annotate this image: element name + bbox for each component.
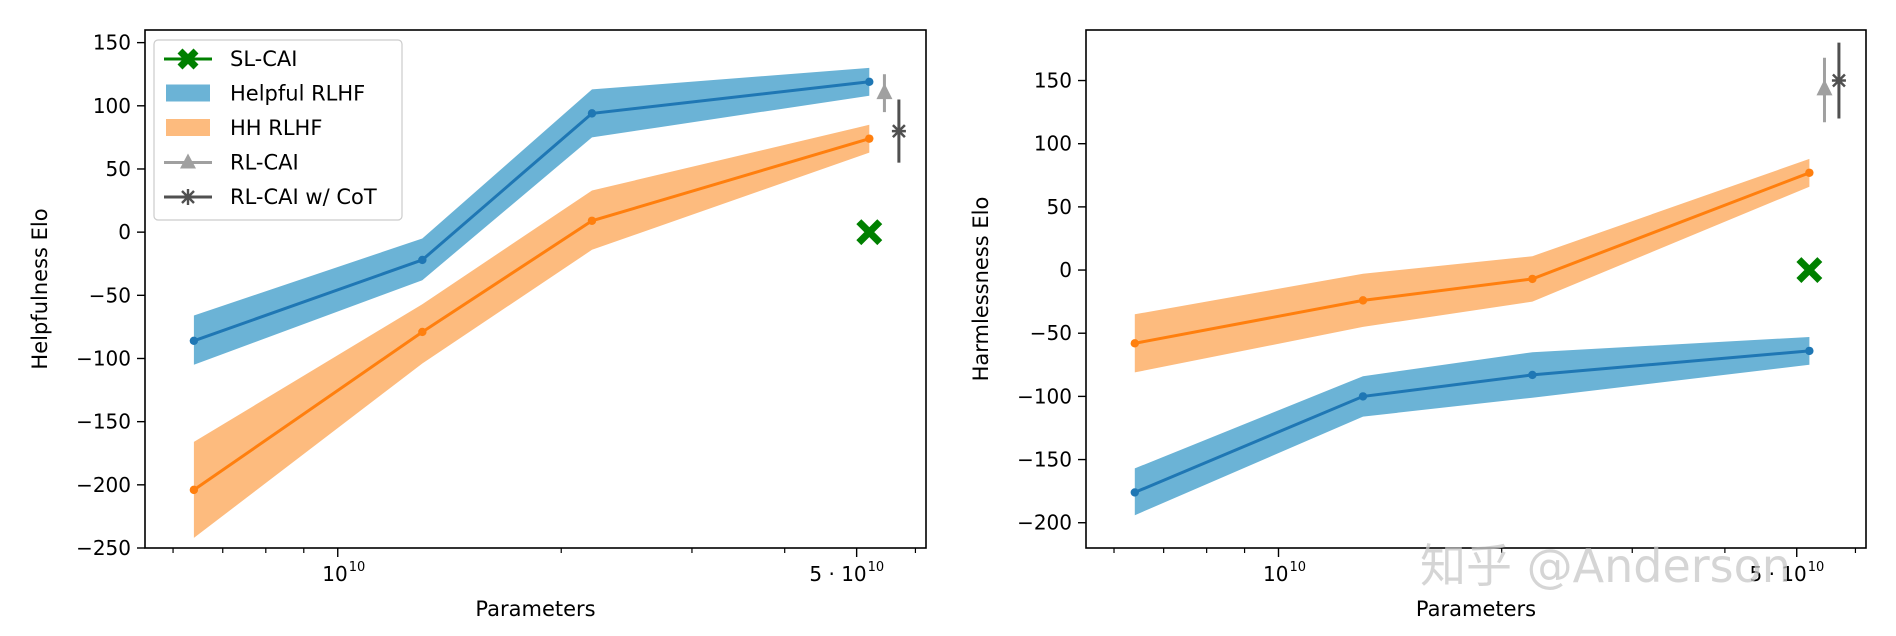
y-tick-label: −200 bbox=[76, 473, 131, 497]
x-tick-exponent: 10 bbox=[349, 560, 366, 575]
band-helpful-rlhf bbox=[1134, 337, 1810, 516]
series-line-hh-rlhf bbox=[193, 137, 870, 492]
y-tick-label: −150 bbox=[1017, 448, 1072, 472]
x-axis-label: Parameters bbox=[475, 597, 595, 621]
y-tick-label: −150 bbox=[76, 410, 131, 434]
legend-label: RL-CAI w/ CoT bbox=[230, 185, 377, 209]
sl-cai-marker bbox=[856, 219, 883, 246]
y-tick-label: −100 bbox=[1017, 384, 1072, 408]
x-tick-label: 10 bbox=[322, 562, 347, 586]
legend-item: SL-CAI bbox=[164, 47, 297, 71]
y-tick-label: −50 bbox=[89, 283, 131, 307]
series-line-helpful-rlhf bbox=[193, 80, 870, 343]
y-tick-label: 150 bbox=[1034, 69, 1072, 93]
legend: SL-CAI Helpful RLHF HH RLHF RL-CAI RL-CAI w/… bbox=[153, 39, 403, 221]
y-tick-label: 0 bbox=[118, 220, 131, 244]
legend-marker-icon bbox=[181, 189, 195, 205]
x-tick-exponent: 10 bbox=[868, 560, 885, 575]
y-tick-label: −200 bbox=[1017, 511, 1072, 535]
y-tick-label: 0 bbox=[1059, 258, 1072, 282]
data-point-hh-rlhf bbox=[1130, 339, 1139, 348]
legend-label: Helpful RLHF bbox=[230, 82, 365, 106]
series-line-hh-rlhf bbox=[1134, 171, 1810, 345]
y-tick-label: 50 bbox=[1047, 195, 1072, 219]
rl-cai-marker bbox=[1816, 79, 1833, 96]
y-tick-label: −100 bbox=[76, 346, 131, 370]
data-point-hh-rlhf bbox=[418, 327, 427, 337]
data-point-helpful-rlhf bbox=[1358, 392, 1368, 401]
x-axis-label: Parameters bbox=[1416, 597, 1536, 621]
data-point-hh-rlhf bbox=[1358, 296, 1368, 305]
legend-marker-icon bbox=[177, 48, 199, 70]
legend-label: RL-CAI bbox=[230, 151, 299, 175]
data-point-helpful-rlhf bbox=[189, 336, 199, 345]
data-point-helpful-rlhf bbox=[1528, 370, 1537, 380]
axes-frame bbox=[144, 29, 927, 549]
y-tick-label: −250 bbox=[76, 536, 131, 560]
band-hh-rlhf bbox=[193, 124, 870, 538]
rl-cai-cot-marker bbox=[891, 124, 906, 138]
legend-item: RL-CAI bbox=[164, 151, 299, 175]
band-helpful-rlhf bbox=[193, 67, 870, 365]
x-tick-label: 5 · 10 bbox=[1749, 562, 1806, 586]
y-tick-label: 100 bbox=[1034, 132, 1072, 156]
x-tick-label: 5 · 10 bbox=[809, 562, 866, 586]
legend-marker-icon bbox=[180, 153, 196, 169]
rl-cai-marker bbox=[876, 83, 893, 100]
data-point-hh-rlhf bbox=[587, 216, 597, 225]
band-hh-rlhf bbox=[1134, 158, 1810, 373]
data-point-helpful-rlhf bbox=[418, 255, 427, 265]
y-axis-label: Helpfulness Elo bbox=[28, 208, 52, 369]
x-tick-exponent: 10 bbox=[1808, 560, 1825, 575]
legend-item: RL-CAI w/ CoT bbox=[164, 185, 377, 209]
y-tick-label: −50 bbox=[1030, 321, 1072, 345]
data-point-hh-rlhf bbox=[189, 485, 199, 495]
legend-item: Helpful RLHF bbox=[166, 82, 365, 106]
legend-item: HH RLHF bbox=[166, 116, 322, 140]
y-tick-label: 150 bbox=[93, 31, 131, 55]
axes-frame bbox=[1085, 29, 1867, 549]
watermark-text: 知乎 @Anderson bbox=[1420, 539, 1791, 593]
data-point-hh-rlhf bbox=[1528, 274, 1537, 284]
data-point-helpful-rlhf bbox=[1130, 488, 1139, 497]
y-axis-label: Harmlessness Elo bbox=[969, 197, 993, 382]
rl-cai-cot-marker bbox=[1831, 73, 1846, 88]
series-line-helpful-rlhf bbox=[1134, 349, 1810, 494]
data-point-hh-rlhf bbox=[865, 134, 874, 143]
data-point-helpful-rlhf bbox=[865, 77, 874, 87]
legend-label: SL-CAI bbox=[230, 47, 297, 71]
legend-box bbox=[153, 39, 403, 221]
y-tick-label: 50 bbox=[106, 157, 131, 181]
sl-cai-marker bbox=[1796, 257, 1823, 283]
data-point-helpful-rlhf bbox=[1805, 346, 1814, 356]
data-point-helpful-rlhf bbox=[587, 109, 597, 118]
x-tick-label: 10 bbox=[1263, 562, 1288, 586]
x-tick-exponent: 10 bbox=[1290, 560, 1307, 575]
y-tick-label: 100 bbox=[93, 94, 131, 118]
legend-swatch bbox=[166, 119, 210, 136]
legend-swatch bbox=[166, 84, 210, 102]
data-point-hh-rlhf bbox=[1805, 168, 1814, 177]
legend-label: HH RLHF bbox=[230, 116, 322, 140]
